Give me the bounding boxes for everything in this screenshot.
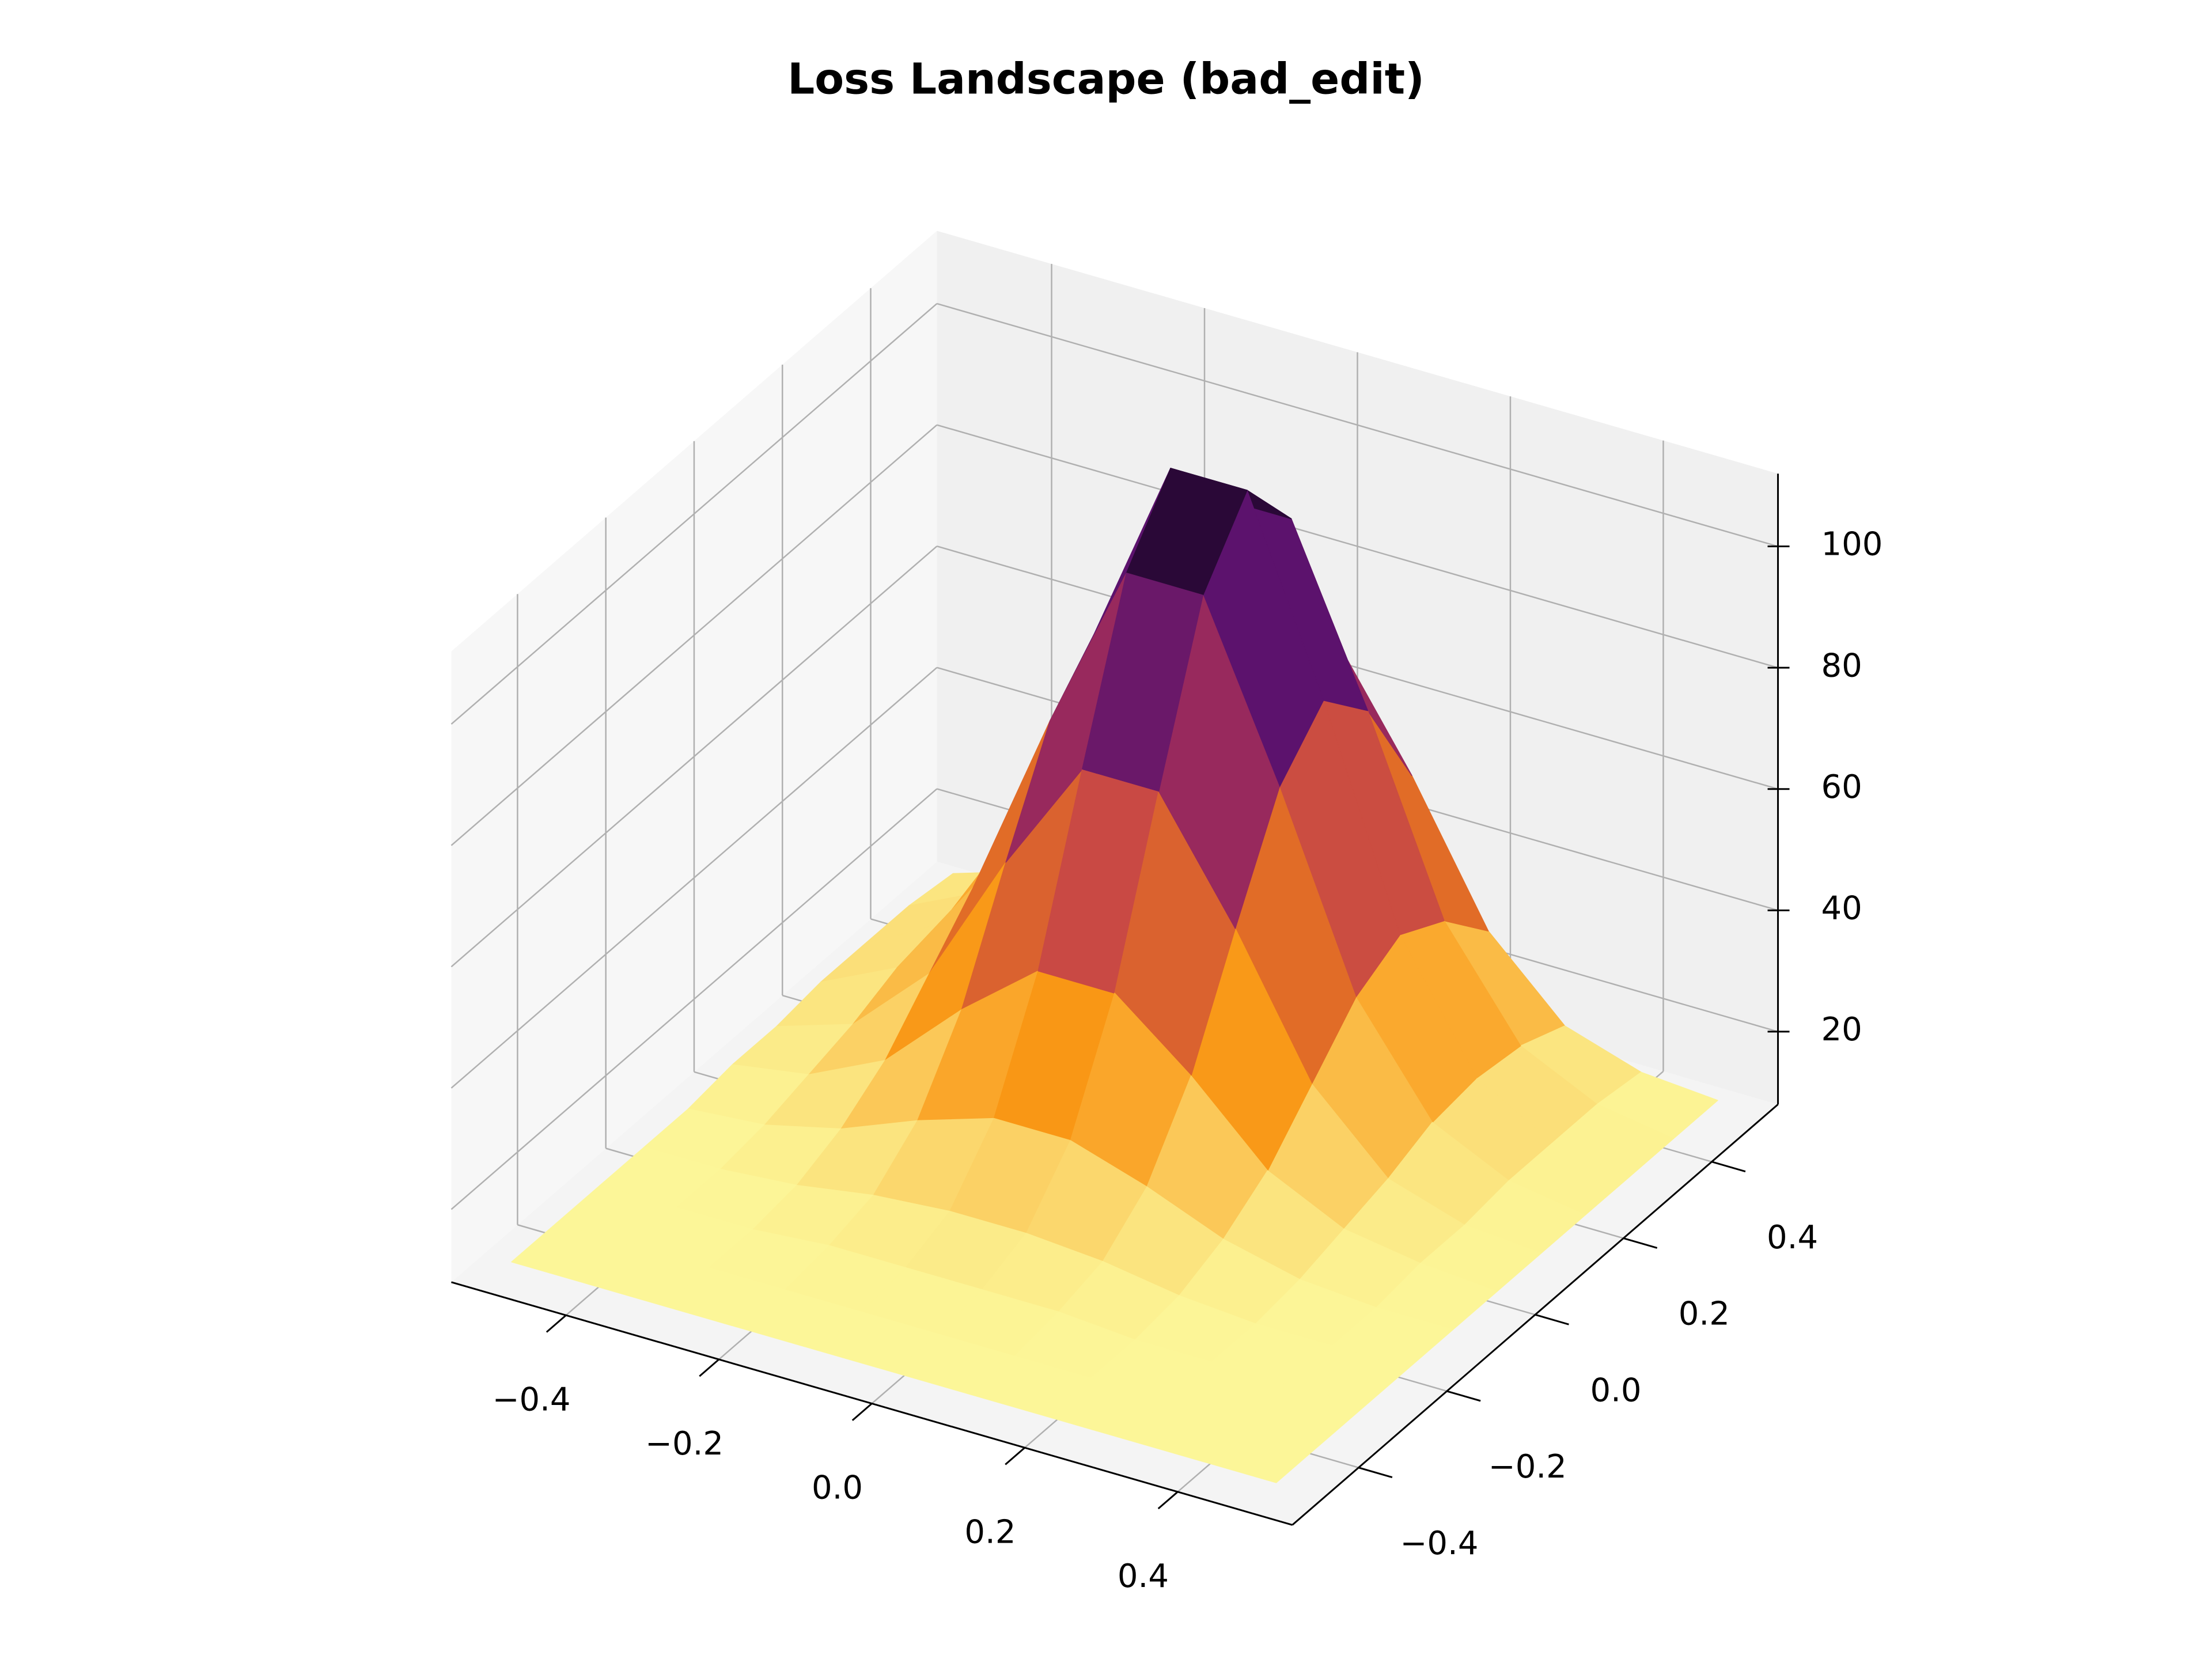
- z-tick-label: 80: [1821, 647, 1862, 684]
- surface-face: [1199, 1422, 1321, 1483]
- grid-line: [450, 666, 938, 1089]
- y-tick: [1535, 1313, 1569, 1325]
- x-tick: [1157, 1491, 1179, 1510]
- grid-line: [450, 424, 938, 846]
- y-tick-label: 0.2: [1679, 1296, 1730, 1333]
- grid-line: [450, 303, 938, 725]
- x-tick: [1005, 1447, 1025, 1465]
- z-tick-label: 40: [1821, 889, 1862, 927]
- x-tick-label: 0.2: [964, 1513, 1016, 1551]
- y-tick-label: 0.0: [1590, 1372, 1642, 1409]
- surface-face: [1082, 573, 1204, 792]
- z-tick-label: 60: [1821, 768, 1862, 806]
- z-tick-label: 20: [1821, 1011, 1862, 1048]
- grid-line: [937, 424, 1778, 669]
- y-tick-label: −0.4: [1400, 1525, 1479, 1562]
- x-tick: [851, 1403, 873, 1421]
- x-tick-label: 0.0: [812, 1469, 863, 1507]
- y-tick: [1446, 1390, 1481, 1402]
- grid-line: [937, 302, 1778, 547]
- chart-title: Loss Landscape (bad_edit): [787, 55, 1425, 104]
- x-tick-label: 0.4: [1118, 1558, 1169, 1595]
- grid-line: [450, 546, 938, 968]
- grid-line: [450, 788, 938, 1210]
- y-tick-label: −0.2: [1488, 1448, 1567, 1486]
- y-tick: [1623, 1237, 1658, 1249]
- y-tick: [1711, 1161, 1746, 1173]
- z-tick-label: 100: [1821, 526, 1883, 563]
- y-tick: [1358, 1467, 1393, 1479]
- y-tick-label: 0.4: [1767, 1219, 1818, 1256]
- x-tick: [699, 1358, 720, 1377]
- x-tick: [546, 1315, 567, 1333]
- grid-line: [937, 546, 1778, 790]
- x-tick-label: −0.4: [493, 1381, 571, 1418]
- x-tick-label: −0.2: [645, 1425, 724, 1463]
